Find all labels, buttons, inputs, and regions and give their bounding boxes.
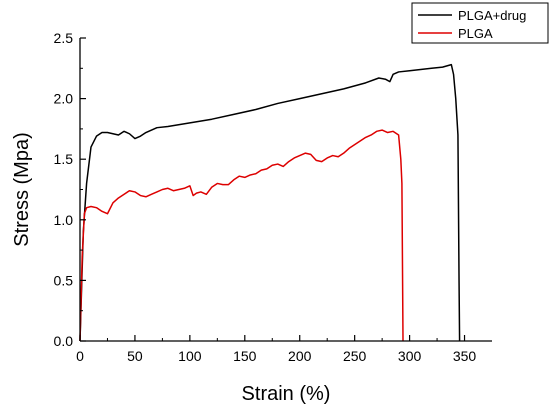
- series-layer: [79, 63, 461, 342]
- x-tick-label: 250: [343, 348, 367, 364]
- x-tick-label: 150: [233, 348, 257, 364]
- x-tick-label: 100: [178, 348, 202, 364]
- x-tick-label: 300: [398, 348, 422, 364]
- axes-layer: [79, 38, 492, 342]
- ticks-layer: 0 50 100 150 200 250 300 350 0.0 0.5 1.0 1.5 2.0 2.5: [54, 30, 477, 364]
- y-tick-label: 0.0: [54, 333, 74, 349]
- x-tick-label: 0: [76, 348, 84, 364]
- y-tick-label: 0.5: [54, 272, 74, 288]
- legend-box: [411, 2, 549, 44]
- y-axis-title: Stress (Mpa): [11, 132, 33, 246]
- y-tick-label: 2.5: [54, 30, 74, 46]
- x-axis-title: Strain (%): [242, 383, 331, 405]
- y-tick-label: 2.0: [54, 91, 74, 107]
- legend-label: PLGA: [458, 26, 493, 41]
- x-tick-label: 200: [288, 348, 312, 364]
- legend-label: PLGA+drug: [458, 8, 526, 23]
- x-tick-label: 350: [453, 348, 477, 364]
- series-line-plga: [79, 129, 404, 342]
- series-line-plga-drug: [79, 63, 461, 342]
- y-tick-label: 1.5: [54, 151, 74, 167]
- y-tick-label: 1.0: [54, 212, 74, 228]
- x-tick-label: 50: [127, 348, 143, 364]
- legend: PLGA+drug PLGA: [411, 2, 549, 44]
